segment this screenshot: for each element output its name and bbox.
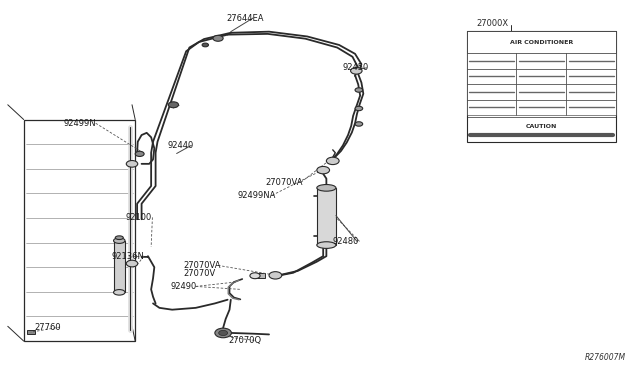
Text: 27760: 27760 bbox=[35, 323, 61, 331]
Circle shape bbox=[326, 157, 339, 164]
Text: 92499N: 92499N bbox=[64, 119, 97, 128]
Text: 92100: 92100 bbox=[125, 213, 152, 222]
Bar bbox=[566, 100, 616, 115]
Circle shape bbox=[250, 273, 260, 279]
Bar bbox=[467, 31, 616, 53]
Text: 27070VA: 27070VA bbox=[266, 178, 303, 187]
Bar bbox=[467, 84, 516, 100]
Text: 27070Q: 27070Q bbox=[229, 336, 262, 345]
Circle shape bbox=[317, 166, 330, 174]
Text: 27070VA: 27070VA bbox=[183, 261, 221, 270]
Bar bbox=[24, 119, 135, 341]
Ellipse shape bbox=[317, 242, 336, 248]
Bar bbox=[516, 84, 566, 100]
Circle shape bbox=[269, 272, 282, 279]
Circle shape bbox=[202, 43, 209, 47]
Circle shape bbox=[355, 106, 363, 111]
Circle shape bbox=[126, 161, 138, 167]
Circle shape bbox=[135, 151, 144, 157]
Text: R276007M: R276007M bbox=[585, 353, 626, 362]
Bar bbox=[516, 100, 566, 115]
Bar bbox=[113, 241, 125, 292]
Circle shape bbox=[351, 67, 362, 74]
Bar bbox=[566, 84, 616, 100]
Bar bbox=[255, 273, 265, 278]
Bar bbox=[317, 188, 336, 245]
Ellipse shape bbox=[113, 238, 125, 243]
Ellipse shape bbox=[113, 289, 125, 295]
Circle shape bbox=[213, 35, 223, 41]
Circle shape bbox=[355, 88, 363, 92]
Bar bbox=[516, 53, 566, 68]
Circle shape bbox=[219, 330, 228, 336]
Text: 92480: 92480 bbox=[333, 237, 359, 246]
Text: AIR CONDITIONER: AIR CONDITIONER bbox=[510, 39, 573, 45]
Text: 92490: 92490 bbox=[170, 282, 196, 291]
Text: 27000X: 27000X bbox=[476, 19, 508, 28]
Bar bbox=[467, 53, 516, 68]
Circle shape bbox=[355, 122, 363, 126]
Ellipse shape bbox=[317, 185, 336, 191]
Text: CAUTION: CAUTION bbox=[525, 124, 557, 129]
Bar bbox=[467, 68, 516, 84]
Bar bbox=[516, 68, 566, 84]
Bar bbox=[566, 53, 616, 68]
Text: 92440: 92440 bbox=[167, 141, 193, 150]
Bar bbox=[566, 68, 616, 84]
Circle shape bbox=[215, 328, 232, 338]
Circle shape bbox=[126, 260, 138, 267]
Bar bbox=[467, 100, 516, 115]
Text: 92499NA: 92499NA bbox=[237, 191, 276, 200]
Text: 27070V: 27070V bbox=[183, 269, 215, 278]
Bar bbox=[467, 31, 616, 142]
Text: 27644EA: 27644EA bbox=[227, 13, 264, 22]
Text: 92136N: 92136N bbox=[111, 251, 145, 261]
Ellipse shape bbox=[115, 236, 124, 240]
Circle shape bbox=[168, 102, 179, 108]
Bar bbox=[27, 330, 35, 334]
Text: 92450: 92450 bbox=[342, 63, 369, 72]
